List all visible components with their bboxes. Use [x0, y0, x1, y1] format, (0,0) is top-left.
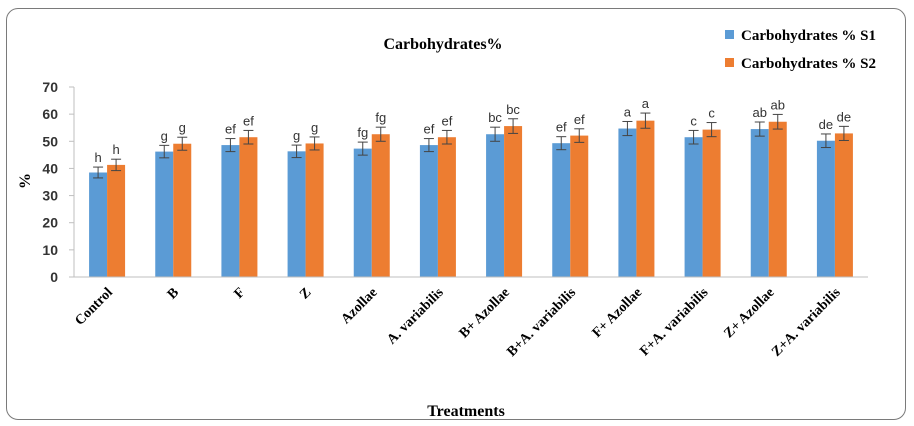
x-tick-label: F [232, 285, 249, 302]
x-tick-label: B [165, 285, 182, 302]
data-label: c [690, 113, 697, 128]
x-tick-label: Azollae [339, 285, 381, 327]
data-label: a [624, 104, 632, 119]
data-label: ef [556, 120, 567, 135]
x-tick-label: Z+ Azollae [721, 285, 777, 341]
legend-label-s1: Carbohydrates % S1 [741, 28, 876, 44]
x-tick-label: F+ Azollae [590, 285, 646, 341]
bar [486, 134, 505, 277]
data-label: ef [574, 112, 585, 127]
bar [419, 145, 438, 277]
data-label: bc [488, 110, 502, 125]
data-label: h [112, 142, 119, 157]
bar [618, 128, 637, 277]
x-tick-label: B+A. variabilis [505, 285, 580, 360]
x-tick-label: Control [72, 285, 116, 329]
y-tick-label: 10 [42, 242, 58, 258]
data-label: bc [506, 102, 520, 117]
y-axis: 0 10 20 30 40 50 60 70 [42, 79, 75, 285]
bar [834, 133, 853, 277]
bar [768, 121, 787, 277]
bar [504, 126, 523, 277]
bar [173, 143, 192, 277]
bar [702, 129, 721, 277]
bar [305, 143, 324, 277]
data-label: ab [753, 105, 767, 120]
chart-frame [6, 8, 906, 420]
chart-title: Carbohydrates% [383, 36, 502, 53]
bar [750, 129, 769, 277]
bar [221, 145, 240, 277]
data-label: h [94, 150, 101, 165]
y-tick-label: 50 [42, 133, 58, 149]
bar [437, 137, 456, 277]
data-label: ef [423, 122, 434, 137]
y-tick-label: 40 [42, 160, 58, 176]
data-label: fg [375, 110, 386, 125]
data-label: fg [357, 125, 368, 140]
x-axis-title: Treatments [427, 403, 505, 420]
y-tick-label: 70 [42, 79, 58, 95]
legend-label-s2: Carbohydrates % S2 [741, 56, 876, 72]
bar [107, 164, 126, 277]
x-tick-label: A. variabilis [384, 285, 447, 348]
data-label: de [819, 117, 833, 132]
bar [570, 135, 589, 277]
data-label: c [708, 106, 715, 121]
bar [636, 120, 655, 278]
x-tick-label: F+A. variabilis [637, 285, 711, 359]
bar [371, 134, 390, 277]
x-axis: Control B F Z Azollae A. variabilis B+ Azollae… [72, 276, 868, 360]
data-label: ef [441, 113, 452, 128]
x-tick-label: B+ Azollae [457, 285, 513, 341]
data-label: a [642, 96, 650, 111]
data-label: ef [243, 113, 254, 128]
bar [353, 148, 372, 277]
y-tick-label: 20 [42, 215, 58, 231]
legend-swatch-s1 [725, 30, 734, 39]
bar [287, 151, 306, 277]
y-axis-title: % [17, 173, 34, 189]
y-tick-label: 30 [42, 188, 58, 204]
bar [684, 137, 703, 277]
bar [816, 140, 835, 277]
legend: Carbohydrates % S1 Carbohydrates % S2 [725, 28, 876, 72]
y-tick-label: 60 [42, 106, 58, 122]
data-label: ef [225, 122, 236, 137]
bar [89, 172, 108, 277]
data-label: g [161, 128, 168, 143]
x-tick-label: Z+A. variabilis [769, 285, 844, 360]
x-tick-label: Z [297, 285, 314, 302]
bar [552, 143, 571, 277]
data-label: g [311, 120, 318, 135]
data-label: de [837, 109, 851, 124]
data-label: ab [771, 97, 785, 112]
y-tick-label: 0 [50, 269, 58, 285]
data-label: g [179, 120, 186, 135]
legend-swatch-s2 [725, 58, 734, 67]
bar [155, 151, 174, 277]
data-label: g [293, 128, 300, 143]
bar [239, 137, 258, 277]
